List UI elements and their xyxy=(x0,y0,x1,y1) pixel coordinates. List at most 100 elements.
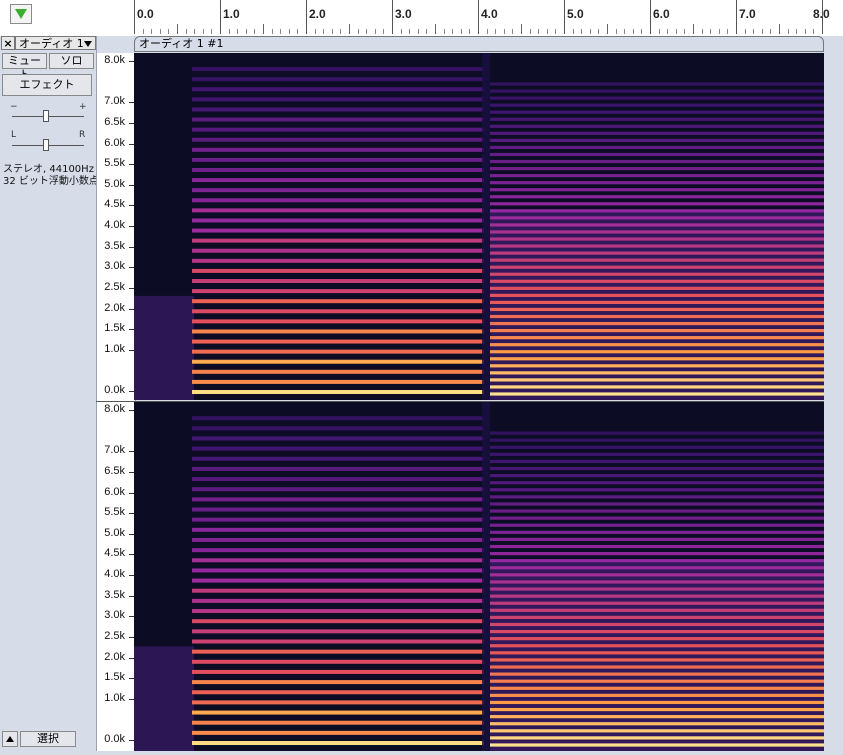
harmonic-band xyxy=(490,651,824,655)
gain-slider[interactable] xyxy=(12,110,84,124)
harmonic-band xyxy=(490,438,824,442)
harmonic-band xyxy=(192,537,484,542)
harmonic-band xyxy=(192,487,484,492)
play-indicator-icon[interactable] xyxy=(10,4,32,24)
frequency-ruler[interactable]: 8.0k 7.0k 6.5k 6.0k 5.5k 5.0k 4.5k 4.0k 3.5k 3.0k… xyxy=(96,53,136,751)
harmonic-band xyxy=(192,279,484,283)
harmonic-band xyxy=(490,251,824,255)
timeline-minor-tick xyxy=(435,24,436,34)
harmonic-band xyxy=(192,700,484,705)
frequency-tick xyxy=(129,513,135,515)
frequency-tick xyxy=(129,616,135,618)
harmonic-band xyxy=(490,385,824,389)
frequency-tick xyxy=(129,102,135,104)
harmonic-band xyxy=(490,665,824,669)
timeline-minor-tick xyxy=(357,29,359,34)
frequency-label: 7.0k xyxy=(104,444,125,457)
track-name-menu[interactable]: オーディオ 1 xyxy=(15,36,96,50)
timeline-major-tick xyxy=(650,0,651,34)
timeline-tick-label: 2.0 xyxy=(309,7,326,21)
harmonic-band xyxy=(490,700,824,705)
timeline-minor-tick xyxy=(555,29,557,34)
frequency-label: 2.0k xyxy=(104,301,125,314)
harmonic-band xyxy=(192,218,484,223)
harmonic-band xyxy=(490,202,824,206)
frequency-tick xyxy=(129,308,135,310)
timeline-minor-tick xyxy=(383,29,385,34)
frequency-tick xyxy=(129,533,135,535)
harmonic-band xyxy=(192,208,484,213)
harmonic-band xyxy=(192,198,484,203)
harmonic-band xyxy=(192,741,484,745)
timeline-minor-tick xyxy=(641,29,643,34)
pan-slider-thumb[interactable] xyxy=(43,139,49,151)
timeline-minor-tick xyxy=(280,29,282,34)
timeline-minor-tick xyxy=(684,29,686,34)
collapse-track-button[interactable] xyxy=(2,731,18,747)
solo-button[interactable]: ソロ xyxy=(49,53,94,69)
harmonic-band xyxy=(490,321,824,326)
harmonic-band xyxy=(490,445,824,449)
timeline-tick-label: 6.0 xyxy=(653,7,670,21)
select-track-button[interactable]: 選択 xyxy=(20,731,76,747)
harmonic-band xyxy=(490,357,824,361)
spectrogram-right-channel[interactable] xyxy=(134,402,824,751)
frequency-tick xyxy=(129,636,135,638)
clip-title-bar[interactable]: オーディオ 1 #1 xyxy=(134,36,824,52)
harmonic-band xyxy=(192,87,484,92)
timeline-ruler[interactable]: 0.0 1.0 2.0 3.0 4.0 5.0 6.0 7.0 8.0 xyxy=(0,0,843,35)
timeline-tick-label: 8.0 xyxy=(813,7,830,21)
frequency-tick xyxy=(129,595,135,597)
timeline-minor-tick xyxy=(624,29,626,34)
harmonic-band xyxy=(192,710,484,715)
track-sample-format-info: 32 ビット浮動小数点数 xyxy=(3,176,109,187)
harmonic-band xyxy=(192,289,484,294)
timeline-minor-tick xyxy=(753,29,755,34)
timeline-minor-tick xyxy=(349,24,350,34)
frequency-label: 4.0k xyxy=(104,568,125,580)
track-close-button[interactable]: × xyxy=(1,36,15,50)
timeline-minor-tick xyxy=(701,29,703,34)
timeline-minor-tick xyxy=(340,29,342,34)
harmonic-band xyxy=(490,117,824,121)
frequency-label: 4.5k xyxy=(104,198,125,211)
timeline-minor-tick xyxy=(194,29,196,34)
harmonic-band xyxy=(490,594,824,598)
clip-name-label: オーディオ 1 #1 xyxy=(139,37,224,50)
harmonic-band xyxy=(192,527,484,532)
gain-slider-thumb[interactable] xyxy=(43,110,49,122)
spectrogram-energy-wash xyxy=(490,559,824,751)
pan-slider[interactable] xyxy=(12,139,84,153)
frequency-tick xyxy=(129,246,135,248)
frequency-tick xyxy=(129,349,135,351)
harmonic-band xyxy=(490,378,824,382)
selection-bar[interactable] xyxy=(0,34,843,36)
track-name-label: オーディオ 1 xyxy=(19,37,84,50)
timeline-minor-tick xyxy=(469,29,471,34)
timeline-minor-tick xyxy=(632,29,634,34)
harmonic-band xyxy=(192,446,484,451)
harmonic-band xyxy=(490,237,824,241)
timeline-minor-tick xyxy=(185,29,187,34)
timeline-tick-label: 7.0 xyxy=(739,7,756,21)
harmonic-band xyxy=(490,530,824,534)
frequency-tick xyxy=(129,164,135,166)
timeline-minor-tick xyxy=(693,24,694,34)
effects-button[interactable]: エフェクト xyxy=(2,74,92,96)
harmonic-band xyxy=(490,145,824,150)
timeline-major-tick xyxy=(306,0,307,34)
harmonic-band xyxy=(192,456,484,461)
harmonic-band xyxy=(192,248,484,253)
spectrogram-left-channel[interactable] xyxy=(134,53,824,400)
harmonic-band xyxy=(490,481,824,485)
timeline-major-tick xyxy=(822,0,823,34)
frequency-label: 5.0k xyxy=(104,177,125,190)
frequency-label: 2.0k xyxy=(104,650,125,663)
harmonic-band xyxy=(490,629,824,634)
harmonic-band xyxy=(192,436,484,441)
timeline-minor-tick xyxy=(263,24,264,34)
mute-button[interactable]: ミュート xyxy=(2,53,47,81)
harmonic-band xyxy=(192,178,484,183)
harmonic-band xyxy=(192,680,484,685)
timeline-minor-tick xyxy=(202,29,204,34)
